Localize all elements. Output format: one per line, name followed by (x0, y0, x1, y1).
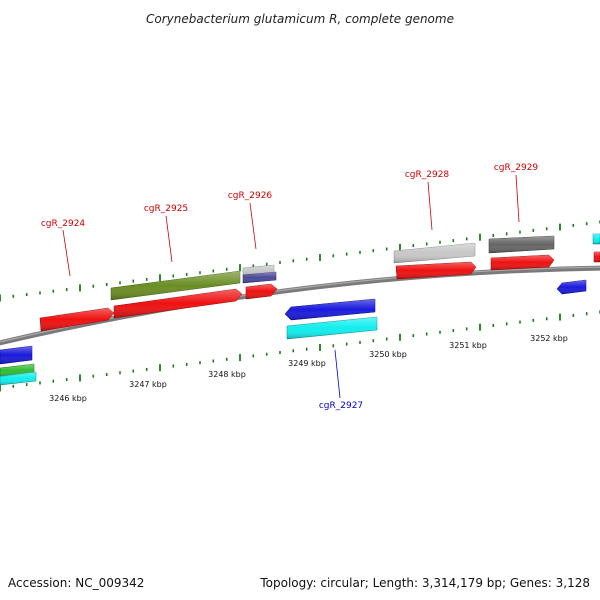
gene-label-cgR-2928[interactable]: cgR_2928 (405, 170, 450, 180)
scale-label-3248: 3248 kbp (208, 370, 246, 379)
reverse-tick-track (0, 310, 600, 392)
gene-cgR-2926-arrow[interactable] (245, 283, 278, 300)
scale-labels: 3246 kbp 3247 kbp 3248 kbp 3249 kbp 3250… (49, 334, 568, 403)
gene-label-cgR-2929[interactable]: cgR_2929 (494, 163, 539, 173)
scale-label-3251: 3251 kbp (449, 341, 487, 350)
map-title: Corynebacterium glutamicum R, complete g… (146, 12, 454, 26)
genome-summary-text: Topology: circular; Length: 3,314,179 bp… (259, 576, 590, 590)
label-leaders (62, 174, 520, 399)
gene-block-blue-small[interactable] (556, 279, 587, 295)
scale-label-3249: 3249 kbp (288, 359, 326, 368)
gene-block-red-edge[interactable] (593, 251, 600, 263)
gene-block-dark-gray-2929[interactable] (488, 235, 555, 254)
gene-label-cgR-2924[interactable]: cgR_2924 (41, 219, 86, 229)
scale-label-3247: 3247 kbp (129, 380, 167, 389)
gene-labels: cgR_2924 cgR_2925 cgR_2926 cgR_2927 cgR_… (41, 163, 539, 411)
gene-cgR-2928-arrow[interactable] (395, 261, 477, 280)
gene-cgR-2927-arrow[interactable] (284, 298, 376, 321)
scale-label-3252: 3252 kbp (530, 334, 568, 343)
gene-block-blue-left[interactable] (0, 345, 33, 365)
scale-label-3250: 3250 kbp (369, 350, 407, 359)
gene-label-cgR-2926[interactable]: cgR_2926 (228, 191, 273, 201)
gene-label-cgR-2925[interactable]: cgR_2925 (144, 204, 188, 214)
gene-label-cgR-2927[interactable]: cgR_2927 (319, 401, 363, 411)
scale-label-3246: 3246 kbp (49, 394, 87, 403)
accession-text: Accession: NC_009342 (8, 576, 144, 590)
gene-block-light-gray-2928[interactable] (393, 242, 476, 264)
gene-cgR-2927-cyan-block[interactable] (286, 316, 378, 340)
gene-block-cyan-edge[interactable] (592, 233, 600, 245)
